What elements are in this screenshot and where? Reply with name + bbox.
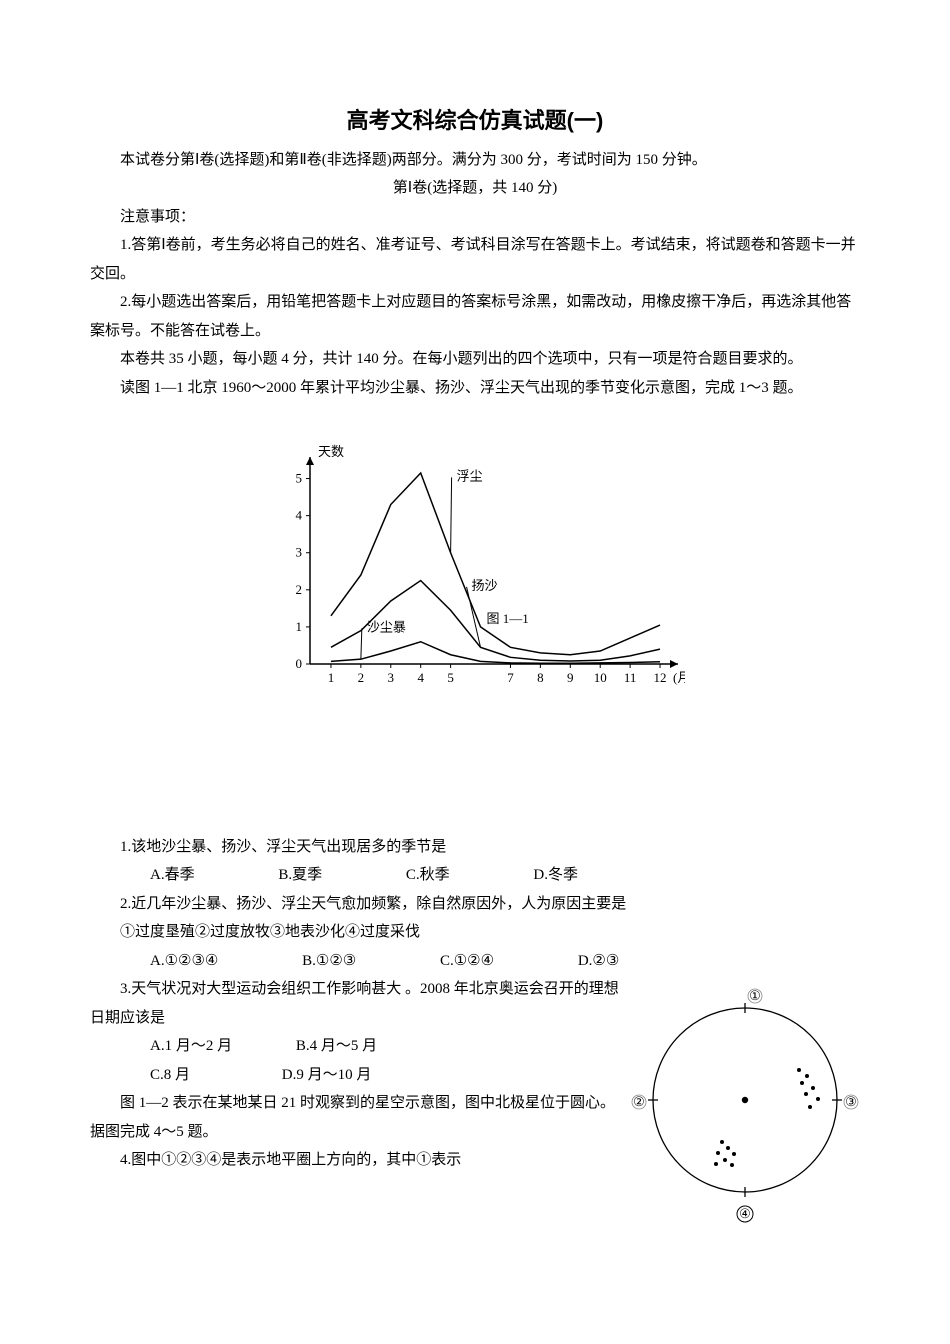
question-2-options: A.①②③④ B.①②③ C.①②④ D.②③ bbox=[90, 947, 860, 976]
svg-text:①: ① bbox=[749, 988, 761, 1003]
intro: 本试卷分第Ⅰ卷(选择题)和第Ⅱ卷(非选择题)两部分。满分为 300 分，考试时间… bbox=[90, 146, 860, 175]
question-1: 1.该地沙尘暴、扬沙、浮尘天气出现居多的季节是 bbox=[90, 833, 860, 862]
svg-text:扬沙: 扬沙 bbox=[472, 578, 498, 593]
svg-text:8: 8 bbox=[537, 670, 544, 685]
svg-text:1: 1 bbox=[328, 670, 335, 685]
svg-text:4: 4 bbox=[417, 670, 424, 685]
svg-text:(月): (月) bbox=[673, 670, 685, 685]
svg-text:0: 0 bbox=[296, 656, 303, 671]
svg-text:1: 1 bbox=[296, 619, 303, 634]
question-1-options: A.春季 B.夏季 C.秋季 D.冬季 bbox=[90, 861, 860, 890]
section-instruction: 本卷共 35 小题，每小题 4 分，共计 140 分。在每小题列出的四个选项中，… bbox=[90, 345, 860, 374]
svg-text:2: 2 bbox=[296, 582, 303, 597]
q3-opt-a: A.1 月～2 月 bbox=[120, 1032, 232, 1061]
q1-opt-d: D.冬季 bbox=[503, 861, 578, 890]
svg-text:5: 5 bbox=[447, 670, 454, 685]
svg-text:3: 3 bbox=[388, 670, 395, 685]
part1-header: 第Ⅰ卷(选择题，共 140 分) bbox=[90, 174, 860, 203]
page-title: 高考文科综合仿真试题(一) bbox=[90, 100, 860, 142]
q1-opt-b: B.夏季 bbox=[248, 861, 322, 890]
q1-opt-a: A.春季 bbox=[120, 861, 195, 890]
q2-opt-c: C.①②④ bbox=[410, 947, 494, 976]
notice-2: 2.每小题选出答案后，用铅笔把答题卡上对应题目的答案标号涂黑，如需改动，用橡皮擦… bbox=[90, 288, 860, 345]
svg-text:②: ② bbox=[633, 1094, 645, 1109]
svg-text:12: 12 bbox=[654, 670, 667, 685]
svg-text:图 1—1: 图 1—1 bbox=[487, 611, 529, 626]
q3-opt-b: B.4 月～5 月 bbox=[266, 1032, 377, 1061]
svg-text:2: 2 bbox=[358, 670, 365, 685]
q2-opt-b: B.①②③ bbox=[272, 947, 356, 976]
svg-text:11: 11 bbox=[624, 670, 637, 685]
svg-text:浮尘: 浮尘 bbox=[457, 469, 483, 484]
notice-1: 1.答第Ⅰ卷前，考生务必将自己的姓名、准考证号、考试科目涂写在答题卡上。考试结束… bbox=[90, 231, 860, 288]
svg-text:④: ④ bbox=[739, 1206, 751, 1221]
question-2: 2.近几年沙尘暴、扬沙、浮尘天气愈加频繁，除自然原因外，人为原因主要是 bbox=[90, 890, 860, 919]
chart-svg: 01234512345789101112(月)天数浮尘扬沙沙尘暴图 1—1 bbox=[265, 442, 685, 692]
notice-heading: 注意事项： bbox=[90, 203, 860, 232]
svg-text:7: 7 bbox=[507, 670, 514, 685]
svg-text:4: 4 bbox=[296, 508, 303, 523]
svg-text:③: ③ bbox=[845, 1094, 857, 1109]
q2-opt-d: D.②③ bbox=[548, 947, 619, 976]
svg-text:10: 10 bbox=[594, 670, 607, 685]
star-svg: ① ② ③ ④ bbox=[630, 975, 860, 1235]
q3-opt-c: C.8 月 bbox=[120, 1061, 190, 1090]
figure-1-intro: 读图 1—1 北京 1960～2000 年累计平均沙尘暴、扬沙、浮尘天气出现的季… bbox=[90, 374, 860, 403]
figure-1-chart: 01234512345789101112(月)天数浮尘扬沙沙尘暴图 1—1 bbox=[90, 442, 860, 703]
q3-opt-d: D.9 月～10 月 bbox=[252, 1061, 372, 1090]
svg-text:5: 5 bbox=[296, 471, 303, 486]
svg-text:沙尘暴: 沙尘暴 bbox=[367, 620, 406, 635]
question-2-sub: ①过度垦殖②过度放牧③地表沙化④过度采伐 bbox=[90, 918, 860, 947]
svg-text:9: 9 bbox=[567, 670, 574, 685]
svg-text:天数: 天数 bbox=[318, 444, 344, 459]
q2-opt-a: A.①②③④ bbox=[120, 947, 218, 976]
figure-2-star: ① ② ③ ④ bbox=[630, 975, 860, 1246]
q1-opt-c: C.秋季 bbox=[376, 861, 450, 890]
svg-text:3: 3 bbox=[296, 545, 303, 560]
